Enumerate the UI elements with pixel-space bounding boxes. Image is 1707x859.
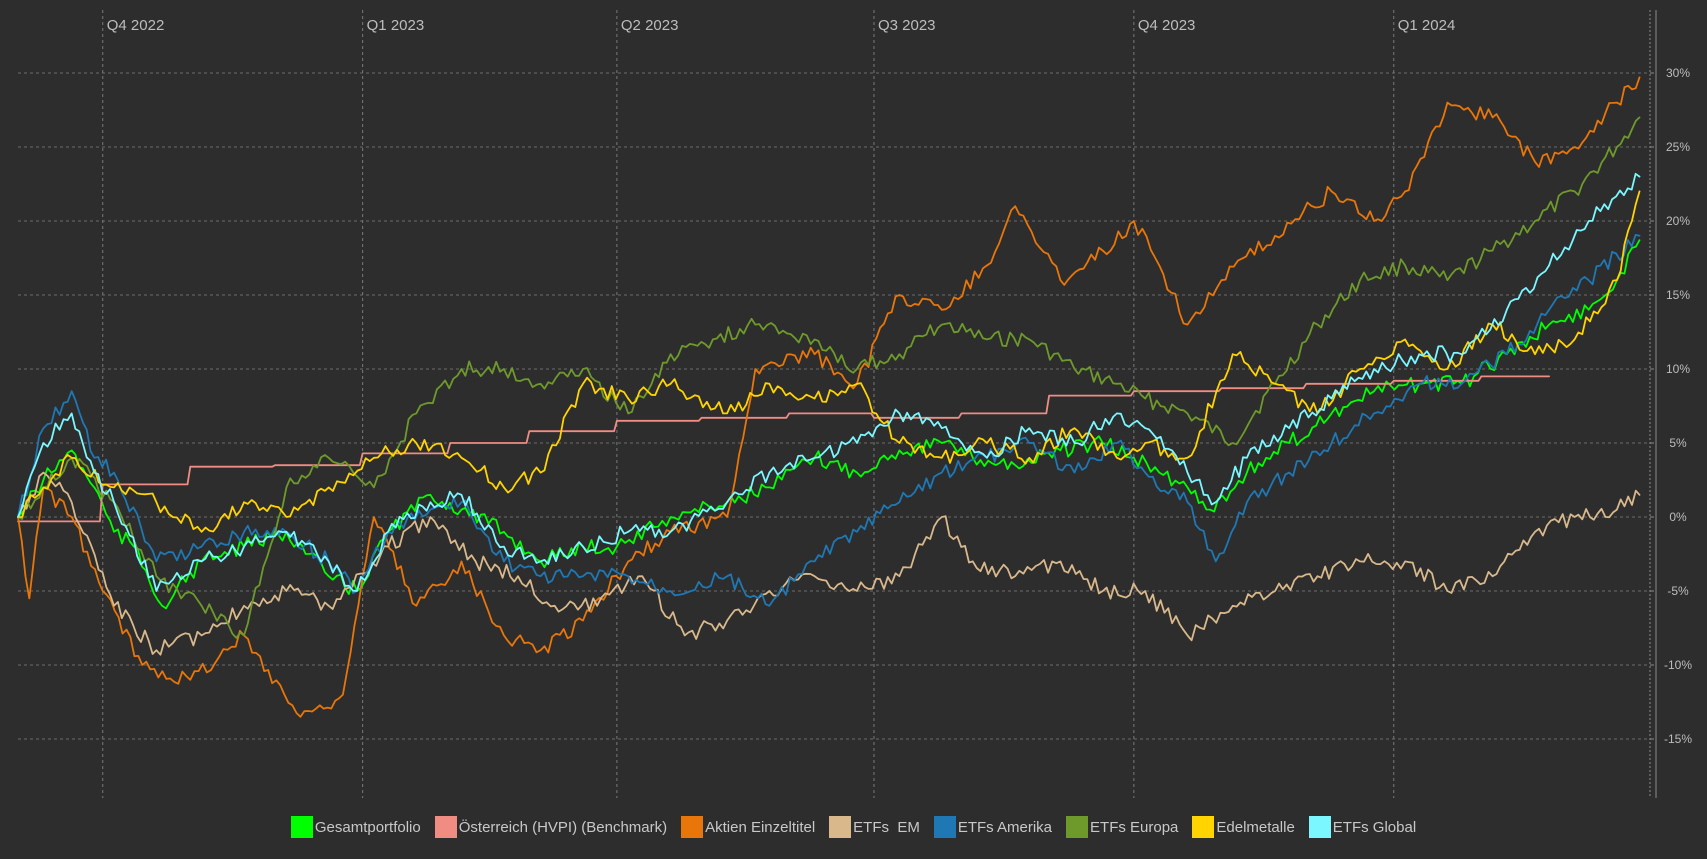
series-line <box>17 76 1641 718</box>
legend-item[interactable]: ETFs Amerika <box>933 816 1053 838</box>
legend-item[interactable]: Gesamtportfolio <box>290 816 421 838</box>
y-tick-label: 0% <box>1669 510 1687 524</box>
series-line <box>17 233 1641 607</box>
y-tick-label: 25% <box>1666 140 1690 154</box>
legend-label: Österreich (HVPI) (Benchmark) <box>458 818 668 836</box>
y-tick-label: 15% <box>1666 288 1690 302</box>
y-tick-label: 30% <box>1666 66 1690 80</box>
y-tick-label: -5% <box>1667 584 1689 598</box>
legend-label: Edelmetalle <box>1216 818 1295 836</box>
y-tick-label: 5% <box>1669 436 1687 450</box>
legend-swatch <box>434 816 457 838</box>
legend-swatch <box>933 816 956 838</box>
y-tick-label: 10% <box>1666 362 1690 376</box>
legend-swatch <box>1066 816 1089 838</box>
legend-swatch <box>829 816 852 838</box>
legend-label: ETFs Amerika <box>957 818 1053 836</box>
legend-item[interactable]: Österreich (HVPI) (Benchmark) <box>434 816 668 838</box>
legend-item[interactable]: ETFs Europa <box>1066 816 1178 838</box>
quarter-labels: Q4 2022 Q1 2023 Q2 2023 Q3 2023 Q4 2023 Q1 20… <box>107 17 1456 34</box>
legend-label: ETFs EM <box>853 818 920 836</box>
legend-swatch <box>1192 816 1215 838</box>
legend-swatch <box>681 816 704 838</box>
vertical-gridlines <box>102 10 1395 798</box>
series-line <box>17 172 1641 592</box>
y-tick-label: 20% <box>1666 214 1690 228</box>
y-axis: 30% 25% 20% 15% 10% 5% 0% -5% -10% -15% <box>1649 10 1692 798</box>
quarter-label: Q1 2023 <box>367 17 425 34</box>
legend-swatch <box>290 816 313 838</box>
legend-label: ETFs Global <box>1332 818 1417 836</box>
legend-item[interactable]: Edelmetalle <box>1192 816 1295 838</box>
series-line <box>17 375 1550 523</box>
quarter-label: Q4 2023 <box>1138 17 1196 34</box>
legend: Gesamtportfolio Österreich (HVPI) (Benchm… <box>0 813 1707 841</box>
quarter-label: Q3 2023 <box>878 17 936 34</box>
legend-item[interactable]: ETFs Global <box>1308 816 1417 838</box>
series-line <box>17 471 1641 656</box>
y-tick-label: -10% <box>1664 658 1692 672</box>
quarter-label: Q1 2024 <box>1398 17 1456 34</box>
legend-swatch <box>1308 816 1331 838</box>
legend-label: ETFs Europa <box>1090 818 1179 836</box>
y-tick-label: -15% <box>1664 732 1692 746</box>
series-line <box>17 239 1641 610</box>
legend-item[interactable]: Aktien Einzeltitel <box>681 816 815 838</box>
legend-label: Gesamtportfolio <box>314 818 421 836</box>
legend-item[interactable]: ETFs EM <box>829 816 920 838</box>
quarter-label: Q4 2022 <box>107 17 165 34</box>
series-lines <box>17 76 1641 718</box>
quarter-label: Q2 2023 <box>621 17 679 34</box>
legend-label: Aktien Einzeltitel <box>705 818 816 836</box>
series-line <box>17 190 1641 533</box>
horizontal-gridlines <box>18 72 1650 740</box>
series-line <box>17 116 1641 639</box>
